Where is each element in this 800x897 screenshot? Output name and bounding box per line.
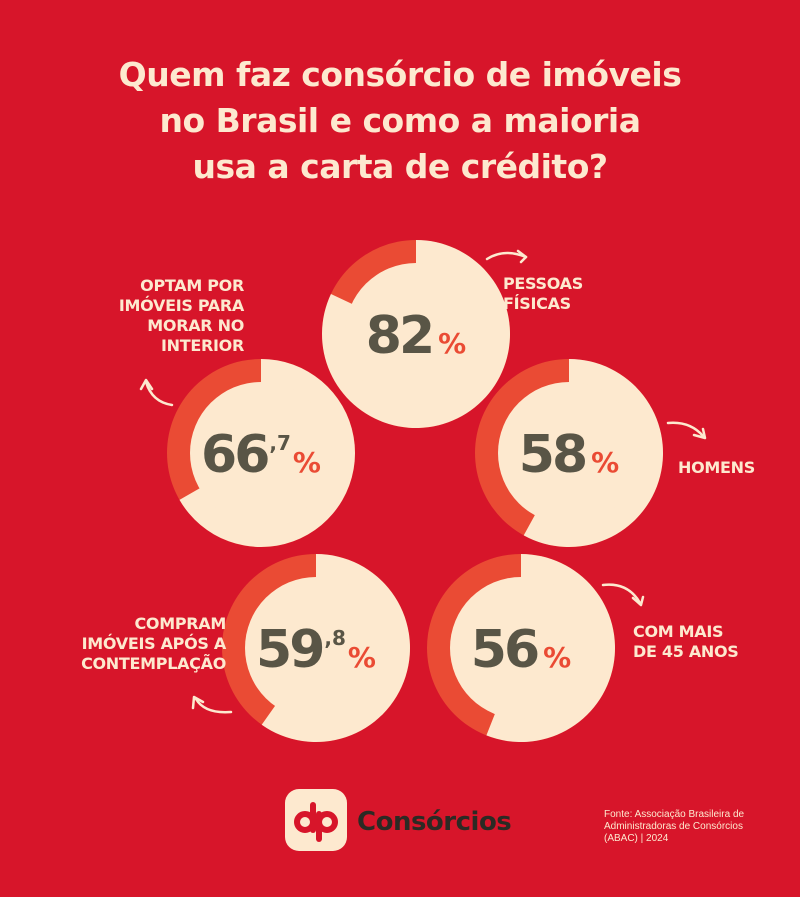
label-line: DE 45 ANOS (633, 642, 739, 661)
donut-interior: 66,7% (167, 359, 356, 547)
label-line: CONTEMPLAÇÃO (81, 654, 226, 673)
value-percent-sign: % (543, 641, 571, 674)
donut-homens: 58% (475, 359, 664, 547)
donut-mais-de-45: 56% (427, 554, 616, 742)
donut-center (450, 577, 592, 719)
source-line: Fonte: Associação Brasileira de (604, 809, 745, 820)
brand-logo (285, 789, 347, 851)
brand-name: Consórcios (357, 807, 512, 837)
arrow-head-icon (631, 595, 645, 607)
value-integer: 56 (471, 620, 538, 680)
value-decimal: ,8 (324, 626, 346, 650)
stat-label-homens: HOMENS (678, 458, 755, 478)
value-label-homens: 58% (519, 425, 619, 485)
donut-contemplacao: 59,8% (222, 554, 410, 742)
value-percent-sign: % (591, 446, 619, 479)
value-decimal: ,7 (269, 431, 291, 455)
arrow-icon (194, 697, 233, 714)
arrow-head-icon (139, 378, 154, 391)
donut-center (245, 577, 387, 719)
label-line: IMÓVEIS APÓS A (81, 634, 227, 653)
source-line: (ABAC) | 2024 (604, 833, 669, 844)
label-line: INTERIOR (161, 336, 244, 355)
value-integer: 58 (519, 425, 585, 485)
value-label-mais-de-45: 56% (471, 620, 571, 680)
stat-label-pessoas-fisicas: PESSOAS FÍSICAS (503, 274, 583, 314)
donut-center (345, 263, 487, 405)
value-percent-sign: % (348, 641, 376, 674)
arrow-icon (666, 421, 705, 438)
label-line: HOMENS (678, 458, 755, 477)
value-label-contemplacao: 59,8% (256, 620, 376, 680)
value-integer: 59 (256, 620, 322, 680)
label-line: COM MAIS (633, 622, 724, 641)
title-line: Quem faz consórcio de imóveis (118, 55, 682, 94)
source-note: Fonte: Associação Brasileira de Administ… (604, 809, 754, 845)
arrow-head-icon (516, 249, 528, 264)
arrow-icon (601, 583, 642, 605)
value-label-interior: 66,7% (201, 425, 321, 485)
value-percent-sign: % (293, 446, 321, 479)
stat-label-mais-de-45: COM MAIS DE 45 ANOS (633, 622, 739, 662)
value-percent-sign: % (438, 327, 466, 360)
label-line: FÍSICAS (503, 294, 571, 313)
value-integer: 82 (366, 306, 432, 366)
donut-pessoas-fisicas: 82% (322, 240, 511, 428)
donut-center (498, 382, 640, 524)
stat-label-contemplacao: COMPRAM IMÓVEIS APÓS A CONTEMPLAÇÃO (30, 614, 226, 674)
value-integer: 66 (201, 425, 268, 485)
title-line: no Brasil e como a maioria (159, 101, 641, 140)
label-line: PESSOAS (503, 274, 583, 293)
label-line: MORAR NO (147, 316, 244, 335)
label-line: IMÓVEIS PARA (118, 296, 244, 315)
label-line: COMPRAM (134, 614, 226, 633)
arrow-head-icon (692, 427, 707, 440)
title-line: usa a carta de crédito? (192, 147, 608, 186)
stat-label-interior: OPTAM POR IMÓVEIS PARA MORAR NO INTERIOR (60, 276, 244, 356)
arrow-head-icon (191, 695, 205, 710)
label-line: OPTAM POR (140, 276, 244, 295)
dp-logo-icon (294, 802, 338, 842)
donut-center (190, 382, 332, 524)
source-line: Administradoras de Consórcios (604, 821, 743, 832)
arrow-icon (144, 380, 174, 407)
page-title: Quem faz consórcio de imóveis no Brasil … (0, 52, 800, 190)
value-label-pessoas-fisicas: 82% (366, 306, 466, 366)
